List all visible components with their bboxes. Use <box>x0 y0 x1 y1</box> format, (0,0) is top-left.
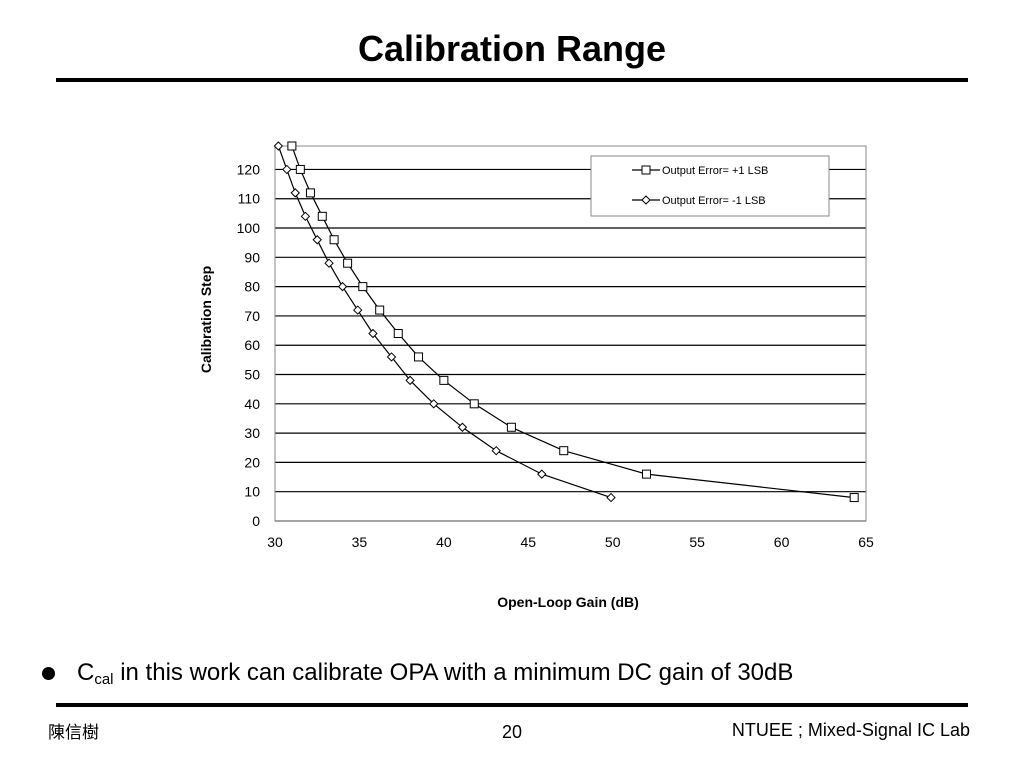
bullet-prefix: C <box>77 658 95 686</box>
y-tick-label-70: 70 <box>244 308 260 324</box>
series-1-line <box>291 145 855 499</box>
x-tick-label-50: 50 <box>605 534 621 550</box>
y-tick-label-30: 30 <box>244 425 260 441</box>
y-tick-label-120: 120 <box>237 161 261 177</box>
x-tick-label-40: 40 <box>436 534 452 550</box>
x-tick-label-60: 60 <box>774 534 790 550</box>
series-2-point-2 <box>282 164 292 175</box>
x-axis-title: Open-Loop Gain (dB) <box>497 594 639 610</box>
y-tick-label-0: 0 <box>252 513 260 529</box>
y-tick-label-50: 50 <box>244 367 260 383</box>
y-tick-label-80: 80 <box>244 279 260 295</box>
plot-area-frame <box>274 145 867 522</box>
bullet-point: Ccal in this work can calibrate OPA with… <box>42 656 793 690</box>
series-1-point-16 <box>849 493 859 503</box>
gridlines <box>275 168 866 522</box>
page-number: 20 <box>501 722 523 742</box>
slide-title: Calibration Range <box>357 28 667 69</box>
series-2-point-12 <box>429 399 439 409</box>
series-2-point-16 <box>606 492 616 503</box>
series-2-point-11 <box>405 375 415 386</box>
series-1-point-8 <box>375 305 385 315</box>
series-1-point-6 <box>343 258 353 268</box>
series-1-point-2 <box>295 164 305 174</box>
bullet-icon <box>42 666 55 680</box>
series-1-point-1 <box>287 141 297 151</box>
series-1-point-14 <box>559 446 569 456</box>
bullet-subscript: cal <box>94 670 114 688</box>
series-2-point-13 <box>457 422 468 432</box>
legend-label-1: Output Error= +1 LSB <box>662 165 768 177</box>
x-tick-label-35: 35 <box>352 534 368 550</box>
series-2-point-14 <box>491 445 501 456</box>
series-layer <box>273 141 859 503</box>
footer-lab: NTUEE ; Mixed-Signal IC Lab <box>731 720 970 740</box>
series-1-point-10 <box>414 352 424 362</box>
y-tick-labels: 0 10 20 30 40 50 60 70 80 90 100 110 120 <box>237 161 261 529</box>
y-tick-label-40: 40 <box>244 396 260 412</box>
series-2-point-1 <box>273 141 284 151</box>
series-2-point-4 <box>300 211 311 222</box>
title-underline <box>56 78 968 82</box>
legend-label-2: Output Error= -1 LSB <box>662 195 766 207</box>
legend-marker-1 <box>641 165 651 175</box>
y-tick-label-10: 10 <box>244 484 260 500</box>
series-2-point-9 <box>368 328 378 339</box>
x-tick-label-30: 30 <box>267 534 283 550</box>
legend-marker-2 <box>641 195 651 205</box>
series-2-point-7 <box>337 281 348 292</box>
y-tick-label-110: 110 <box>238 191 261 207</box>
series-2-point-15 <box>537 469 547 479</box>
calibration-range-chart: 0 10 20 30 40 50 60 70 80 90 100 110 120 30 35 40 45 50 5… <box>198 141 874 610</box>
series-2-point-3 <box>290 188 300 198</box>
y-tick-label-100: 100 <box>237 220 261 236</box>
footer-author: 陳信樹 <box>48 723 99 743</box>
series-1-point-13 <box>506 422 516 432</box>
series-2-line <box>277 145 612 499</box>
series-1-point-12 <box>469 399 479 409</box>
legend: Output Error= +1 LSB Output Error= -1 LSB <box>590 155 830 217</box>
y-axis-title: Calibration Step <box>198 266 214 373</box>
bullet-body: in this work can calibrate OPA with a mi… <box>113 658 794 686</box>
series-2-point-8 <box>353 305 363 315</box>
series-2-point-10 <box>386 352 397 362</box>
x-tick-label-65: 65 <box>858 534 874 550</box>
series-1-point-11 <box>439 375 449 385</box>
series-1-point-4 <box>317 211 327 221</box>
x-tick-label-55: 55 <box>689 534 705 550</box>
x-tick-label-45: 45 <box>520 534 536 550</box>
legend-box <box>590 155 830 217</box>
series-1-point-7 <box>358 282 368 292</box>
series-2 <box>273 141 616 503</box>
y-tick-label-20: 20 <box>244 454 260 470</box>
series-1-point-15 <box>641 469 651 479</box>
y-tick-label-90: 90 <box>244 249 260 265</box>
y-tick-label-60: 60 <box>244 337 260 353</box>
series-1-point-3 <box>305 188 315 198</box>
series-2-point-5 <box>312 235 322 245</box>
footer-rule <box>56 703 968 707</box>
bullet-text: Ccal in this work can calibrate OPA with… <box>77 659 793 688</box>
series-1 <box>287 141 859 503</box>
x-tick-labels: 30 35 40 45 50 55 60 65 <box>267 534 874 550</box>
series-2-point-6 <box>324 258 334 268</box>
series-1-point-5 <box>329 235 339 245</box>
series-1-point-9 <box>393 329 403 338</box>
